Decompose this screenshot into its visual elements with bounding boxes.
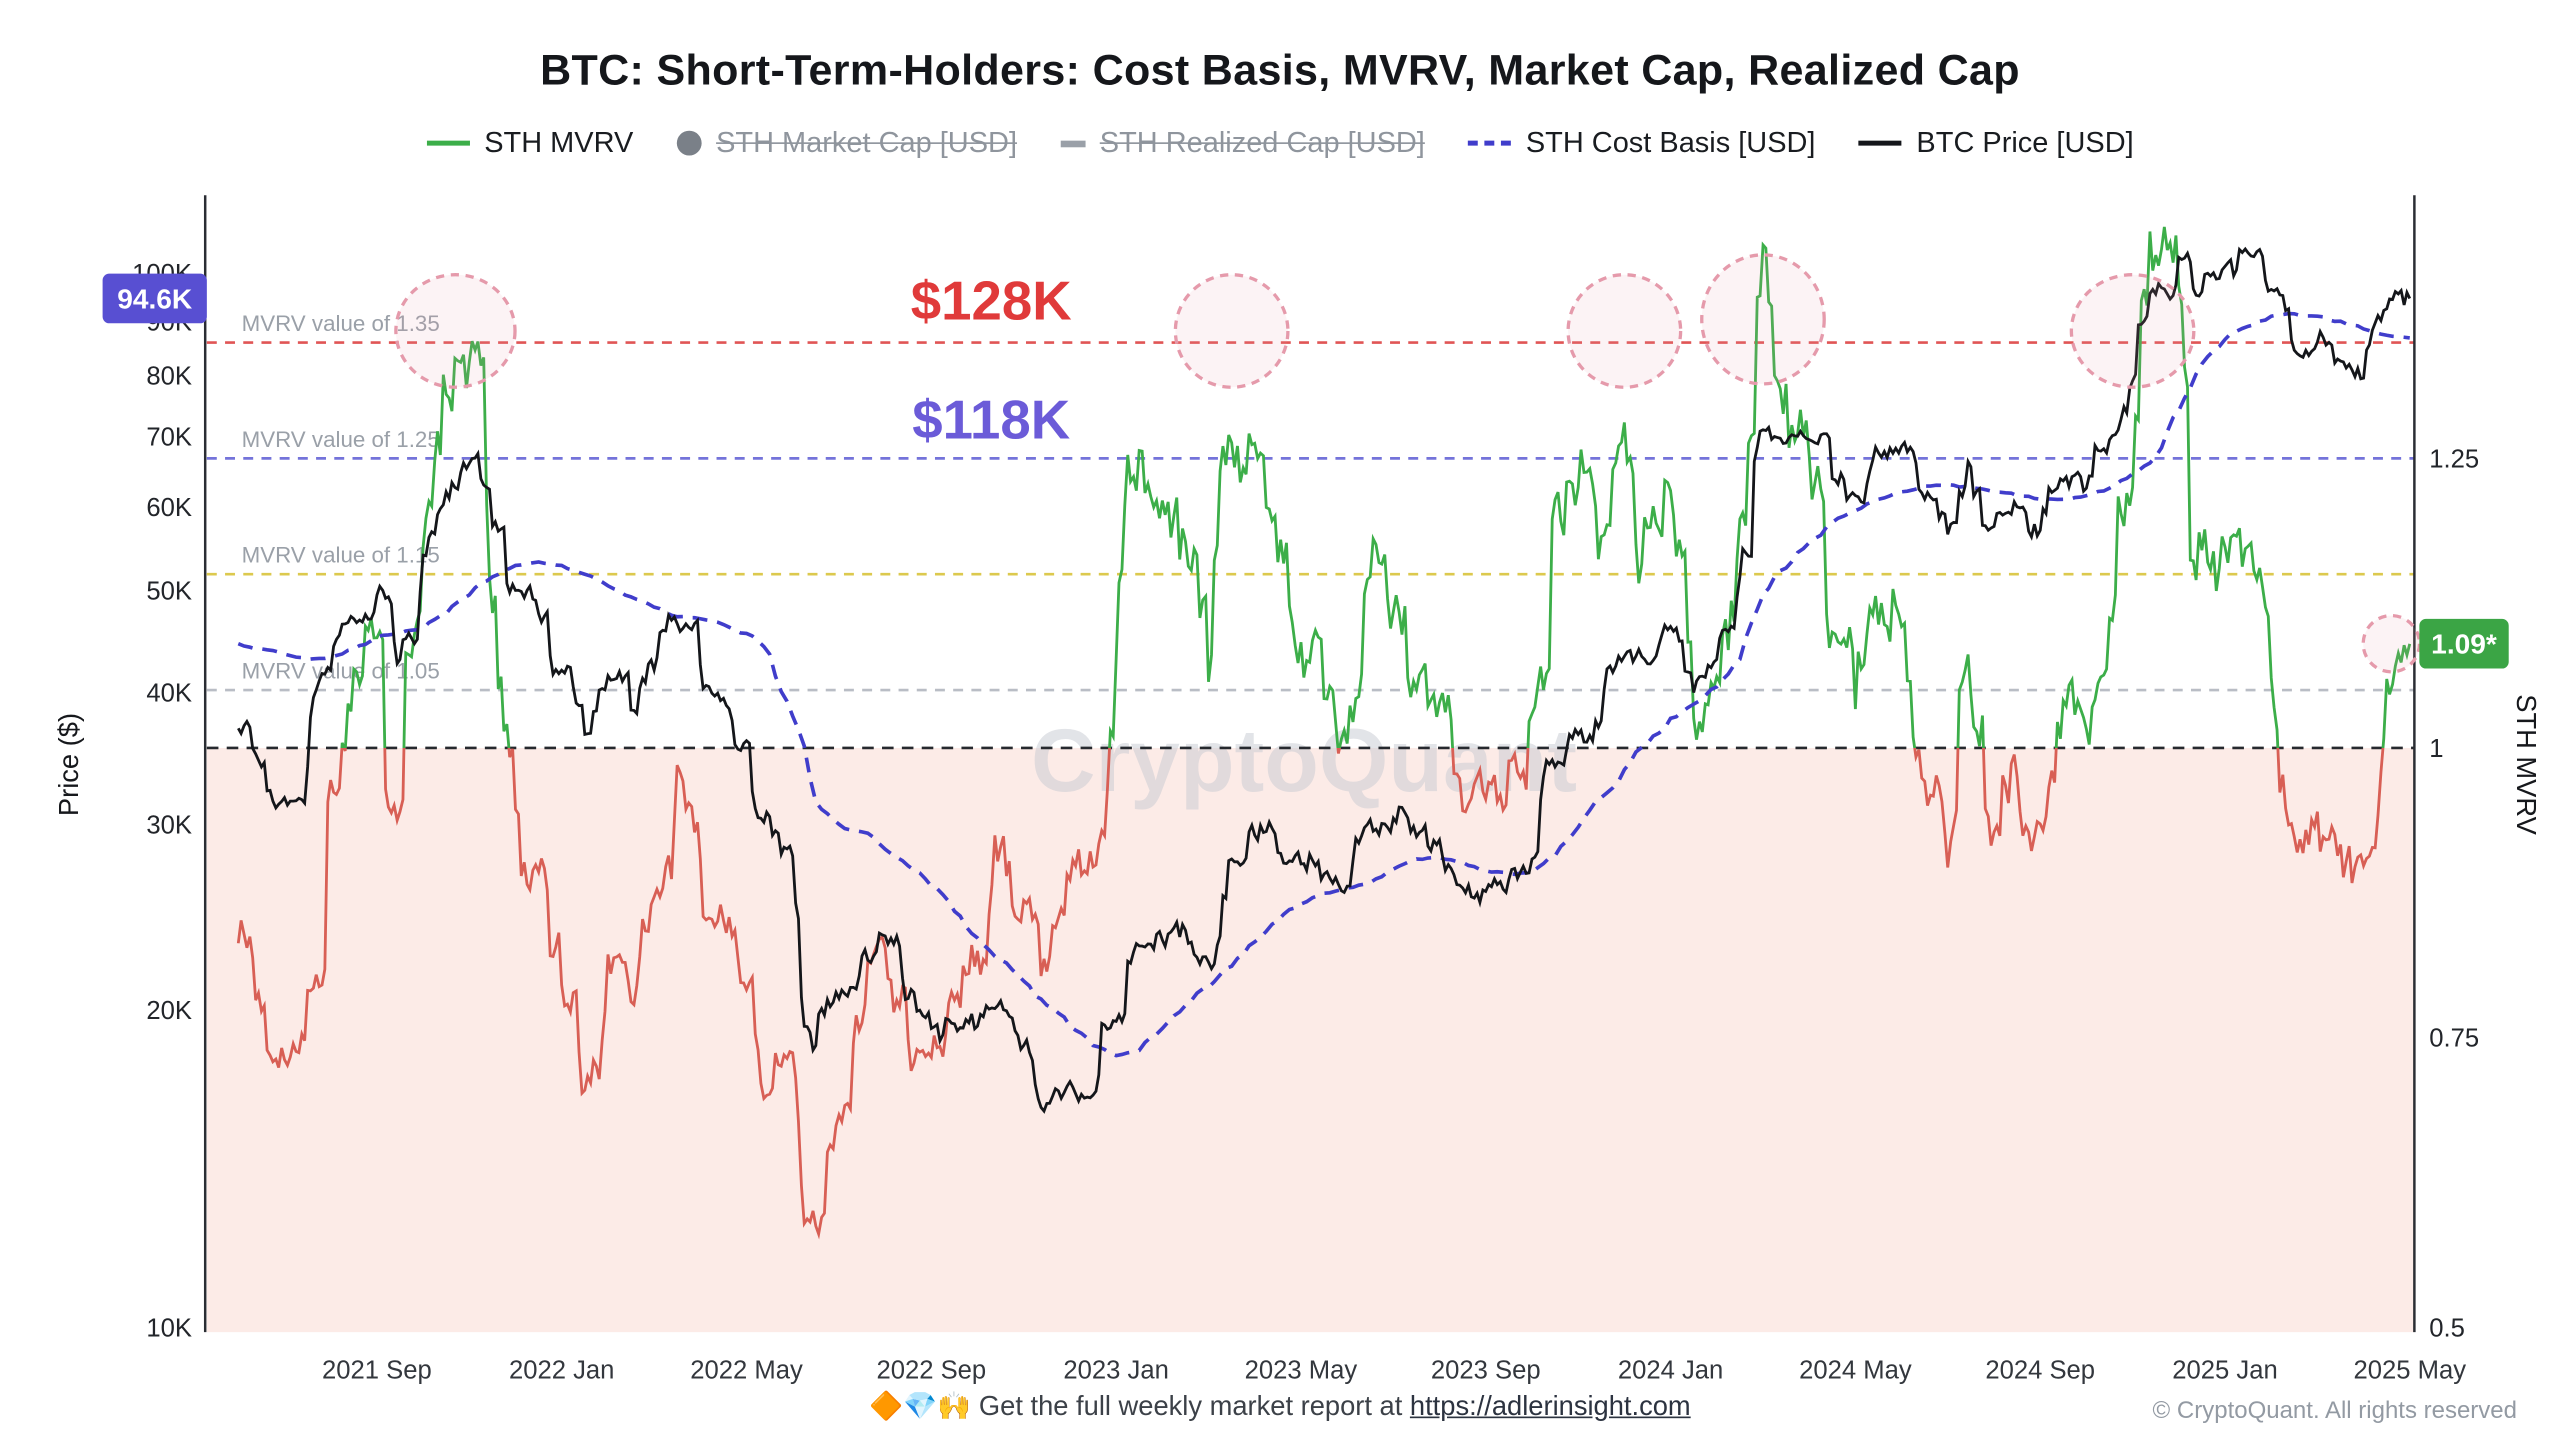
promo-text: Get the full weekly market report at: [971, 1391, 1410, 1422]
date-axis-tick: 2021 Sep: [322, 1356, 432, 1384]
price-axis-tick: 50K: [146, 577, 192, 605]
price-axis-tick: 20K: [146, 997, 192, 1025]
mvrv-axis-tick: 0.75: [2429, 1025, 2479, 1053]
mvrv-axis-tick: 1.25: [2429, 445, 2479, 473]
peak-annotation-circle: [1700, 253, 1826, 386]
mvrv-ref-line-label: MVRV value of 1.05: [242, 658, 440, 683]
price-axis-tick: 60K: [146, 494, 192, 522]
date-axis-tick: 2023 Jan: [1063, 1356, 1168, 1384]
mvrv-axis-tick: 1: [2429, 735, 2443, 763]
price-axis-tick: 30K: [146, 811, 192, 839]
current-mvrv-badge: [2419, 618, 2509, 669]
btc-price-line: [237, 246, 2412, 1114]
date-axis-tick: 2023 May: [1245, 1356, 1358, 1384]
right-axis-title: STH MVRV: [2511, 694, 2542, 835]
page-title: BTC: Short-Term-Holders: Cost Basis, MVR…: [540, 44, 2020, 95]
mvrv-ref-line-label: MVRV value of 1.35: [242, 311, 440, 336]
legend-label: BTC Price [USD]: [1916, 125, 2134, 159]
date-axis-tick: 2024 Jan: [1618, 1356, 1723, 1384]
current-price-badge-label: 94.6K: [117, 283, 193, 314]
sth-mvrv-line-below-1: [236, 747, 2385, 1240]
price-axis-tick: 10K: [146, 1314, 192, 1342]
current-price-badge: [102, 273, 207, 324]
price-axis-tick: 40K: [146, 680, 192, 708]
price-axis-tick: 80K: [146, 362, 192, 390]
date-axis-tick: 2023 Sep: [1431, 1356, 1541, 1384]
peak-annotation-circle: [394, 273, 517, 389]
date-axis-tick: 2022 Sep: [876, 1356, 986, 1384]
promo-emoji-icons: 🔶💎🙌: [869, 1391, 972, 1422]
weekly-report-promo: 🔶💎🙌 Get the full weekly market report at…: [0, 1392, 2560, 1423]
mvrv-ref-line-label: MVRV value of 1.25: [242, 427, 440, 452]
peak-annotation-circle: [1566, 273, 1683, 389]
sth-realized-cap-legend-marker-icon: [1060, 139, 1085, 147]
date-axis-tick: 2022 Jan: [509, 1356, 614, 1384]
left-axis-title: Price ($): [53, 713, 84, 816]
mvrv-ref-line-label: MVRV value of 1.15: [242, 543, 440, 568]
date-axis-tick: 2025 Jan: [2172, 1356, 2277, 1384]
legend-item-sth-mvrv[interactable]: STH MVRV: [426, 126, 633, 161]
price-target-118k: $118K: [912, 390, 1070, 451]
date-axis-tick: 2024 Sep: [1985, 1356, 2095, 1384]
legend-item-sth-market-cap[interactable]: STH Market Cap [USD]: [676, 126, 1017, 161]
btc-price-legend-marker-icon: [1858, 140, 1902, 146]
date-axis-tick: 2024 May: [1799, 1356, 1912, 1384]
legend-label: STH MVRV: [484, 125, 634, 159]
sth-mvrv-line-above-1: [340, 226, 2412, 748]
legend-item-sth-realized-cap[interactable]: STH Realized Cap [USD]: [1060, 126, 1425, 161]
sth-cost-basis-legend-marker-icon: [1467, 140, 1511, 146]
peak-annotation-circle: [2361, 613, 2422, 674]
current-mvrv-badge-label: 1.09*: [2431, 629, 2497, 660]
mvrv-below-1-zone: [206, 747, 2415, 1333]
legend: STH MVRV STH Market Cap [USD] STH Realized…: [0, 126, 2560, 161]
mvrv-axis-tick: 0.5: [2429, 1314, 2465, 1342]
copyright: © CryptoQuant. All rights reserved: [2152, 1398, 2517, 1425]
adlerinsight-link[interactable]: https://adlerinsight.com: [1409, 1391, 1691, 1422]
legend-label: STH Cost Basis [USD]: [1525, 125, 1816, 159]
legend-label: STH Realized Cap [USD]: [1099, 125, 1425, 159]
legend-item-sth-cost-basis[interactable]: STH Cost Basis [USD]: [1467, 125, 1816, 161]
price-axis-tick: 70K: [146, 423, 192, 451]
legend-item-btc-price[interactable]: BTC Price [USD]: [1858, 125, 2134, 161]
sth-market-cap-legend-marker-icon: [676, 130, 702, 156]
date-axis-tick: 2022 May: [690, 1356, 803, 1384]
peak-annotation-circle: [1173, 273, 1290, 389]
legend-label: STH Market Cap [USD]: [716, 125, 1018, 159]
date-axis-tick: 2025 May: [2354, 1356, 2467, 1384]
price-target-128k: $128K: [911, 270, 1072, 331]
peak-annotation-circle: [2069, 273, 2196, 389]
sth-mvrv-legend-marker-icon: [426, 140, 470, 146]
